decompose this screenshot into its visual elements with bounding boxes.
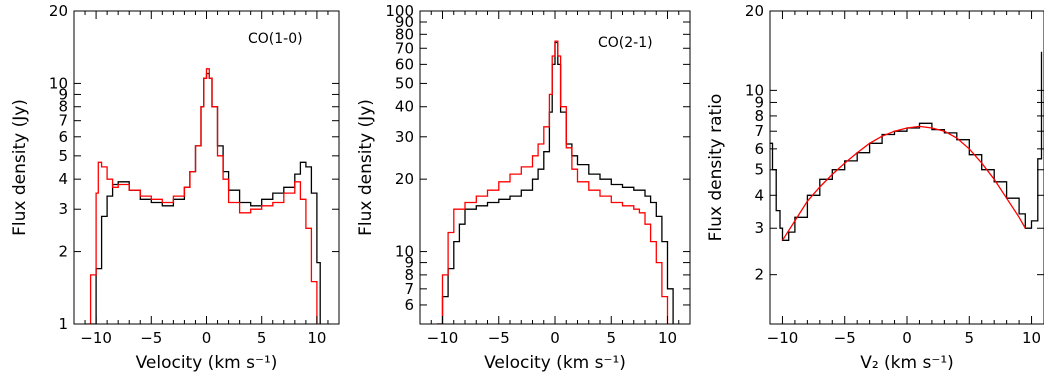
line-transition-label: CO(2-1): [598, 35, 653, 51]
y-tick-label: 5: [754, 161, 764, 179]
y-tick-label: 6: [58, 128, 68, 146]
x-tick-label: 10: [658, 329, 677, 347]
x-tick-label: −10: [767, 329, 799, 347]
plot-frame: [769, 10, 1044, 325]
line-transition-label: CO(1-0): [248, 31, 303, 47]
y-tick-label: 9: [754, 93, 764, 111]
y-tick-label: 3: [58, 200, 68, 218]
y-tick-label: 70: [395, 39, 414, 57]
x-tick-label: 10: [1022, 329, 1041, 347]
x-tick-label: −5: [834, 329, 856, 347]
series-line-co21-red: [436, 40, 669, 324]
y-tick-label: 6: [754, 140, 764, 158]
y-tick-label: 20: [745, 2, 764, 20]
x-tick-label: −10: [80, 329, 112, 347]
y-tick-label: 20: [395, 170, 414, 188]
panel-co21: −10 −5 0 5 106789102030405060708090100Veloci…: [356, 2, 691, 373]
y-tick-label: 9: [404, 254, 414, 272]
y-tick-label: 2: [754, 266, 764, 284]
x-tick-label: 5: [257, 329, 267, 347]
y-tick-label: 30: [395, 128, 414, 146]
y-tick-label: 7: [58, 112, 68, 130]
x-tick-label: 10: [307, 329, 326, 347]
y-tick-label: 3: [754, 219, 764, 237]
y-tick-label: 100: [385, 2, 414, 20]
x-tick-label: 5: [606, 329, 616, 347]
x-tick-label: −10: [427, 329, 459, 347]
y-tick-label: 80: [395, 25, 414, 43]
y-tick-label: 6: [404, 296, 414, 314]
y-tick-label: 8: [404, 266, 414, 284]
y-axis-title: Flux density (Jy): [356, 99, 376, 236]
y-tick-label: 8: [58, 98, 68, 116]
y-tick-label: 10: [745, 81, 764, 99]
series-line-co21-black: [436, 41, 674, 324]
x-axis-title: V₂ (km s⁻¹): [860, 353, 954, 373]
y-tick-label: 10: [395, 243, 414, 261]
y-tick-label: 90: [395, 13, 414, 31]
y-tick-label: 5: [58, 147, 68, 165]
y-tick-label: 4: [754, 186, 764, 204]
y-axis-title: Flux density ratio: [706, 94, 726, 242]
y-tick-label: 8: [754, 107, 764, 125]
series-line-ratio-red: [781, 125, 1026, 241]
y-tick-label: 4: [58, 170, 68, 188]
series-line-co10-black: [90, 72, 321, 324]
y-tick-label: 40: [395, 98, 414, 116]
x-tick-label: 5: [964, 329, 974, 347]
x-tick-label: −5: [140, 329, 162, 347]
series-line-co10-red: [85, 68, 318, 324]
y-tick-label: 9: [58, 85, 68, 103]
y-tick-label: 50: [395, 74, 414, 92]
series-line-ratio-black: [770, 51, 1043, 241]
y-tick-label: 10: [49, 74, 68, 92]
y-tick-label: 1: [58, 315, 68, 333]
y-tick-label: 60: [395, 55, 414, 73]
plot-frame: [73, 10, 340, 325]
x-axis-title: Velocity (km s⁻¹): [136, 353, 278, 373]
x-tick-label: −5: [488, 329, 510, 347]
x-tick-label: 0: [202, 329, 212, 347]
y-tick-label: 20: [49, 2, 68, 20]
y-tick-label: 7: [404, 280, 414, 298]
y-tick-label: 7: [754, 122, 764, 140]
x-axis-title: Velocity (km s⁻¹): [484, 353, 626, 373]
y-tick-label: 2: [58, 243, 68, 261]
y-axis-title: Flux density (Jy): [10, 99, 30, 236]
x-tick-label: 0: [550, 329, 560, 347]
x-tick-label: 0: [902, 329, 912, 347]
